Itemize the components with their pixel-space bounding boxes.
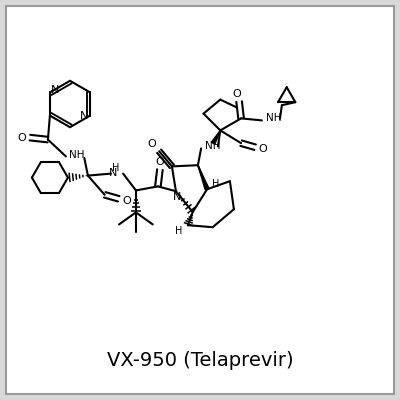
Text: N: N: [172, 192, 181, 202]
Text: H: H: [112, 162, 120, 172]
Text: NH: NH: [204, 141, 220, 151]
Text: VX-950 (Telaprevir): VX-950 (Telaprevir): [107, 350, 293, 370]
Text: O: O: [156, 156, 164, 166]
Text: NH: NH: [69, 150, 85, 160]
Text: O: O: [18, 132, 26, 142]
Text: O: O: [259, 144, 268, 154]
Text: N: N: [109, 168, 117, 178]
Text: H: H: [176, 226, 183, 236]
Text: N: N: [80, 110, 88, 120]
Text: O: O: [148, 139, 156, 149]
Text: O: O: [233, 88, 242, 98]
Text: N: N: [50, 85, 59, 95]
Text: O: O: [122, 196, 131, 206]
Polygon shape: [198, 165, 209, 190]
Text: H: H: [212, 179, 220, 189]
Polygon shape: [211, 130, 220, 144]
Text: NH: NH: [266, 113, 282, 123]
